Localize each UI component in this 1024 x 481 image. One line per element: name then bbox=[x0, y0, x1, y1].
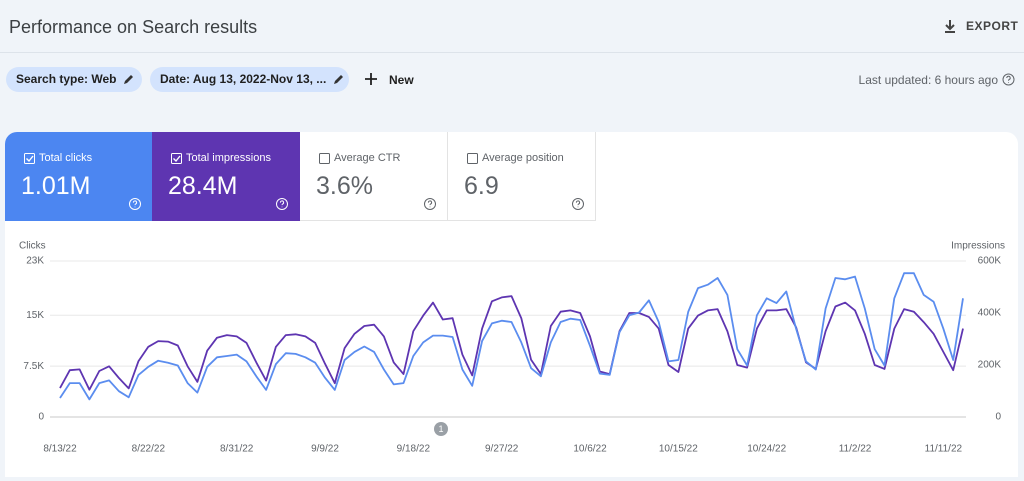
check-mark bbox=[173, 155, 181, 163]
card-icons bbox=[171, 153, 288, 210]
metric-label: Total impressions bbox=[186, 152, 271, 164]
metric-card[interactable]: Total impressions 28.4M bbox=[152, 132, 300, 221]
checkbox bbox=[467, 153, 478, 164]
help-icon bbox=[129, 198, 141, 210]
page-title: Performance on Search results bbox=[9, 17, 258, 37]
metric-card[interactable]: Average position 6.9 bbox=[448, 132, 596, 221]
metric-card[interactable]: Total clicks 1.01M bbox=[5, 132, 153, 221]
x-tick-label: 9/27/22 bbox=[485, 444, 519, 455]
export-button[interactable]: EXPORT bbox=[966, 19, 1019, 33]
y2-axis-title: Impressions bbox=[951, 241, 1005, 252]
card-icons bbox=[467, 153, 584, 210]
edit-icon bbox=[124, 75, 133, 84]
x-tick-label: 10/15/22 bbox=[659, 444, 698, 455]
date-chip[interactable]: Date: Aug 13, 2022-Nov 13, ... bbox=[150, 67, 349, 92]
metric-card[interactable]: Average CTR 3.6% bbox=[300, 132, 448, 221]
y2-tick-label: 600K bbox=[978, 256, 1002, 267]
y-tick-label: 7.5K bbox=[23, 361, 44, 372]
checkbox bbox=[319, 153, 330, 164]
y-tick-label: 0 bbox=[38, 412, 44, 423]
metric-value: 1.01M bbox=[21, 172, 91, 200]
divider bbox=[0, 52, 1024, 53]
metric-label: Average CTR bbox=[334, 152, 401, 164]
new-filter-button[interactable]: New bbox=[389, 73, 414, 87]
checkbox bbox=[171, 153, 182, 164]
help-glyph bbox=[427, 200, 433, 208]
last-updated: Last updated: 6 hours ago bbox=[858, 73, 998, 87]
search-type-chip[interactable]: Search type: Web bbox=[6, 67, 142, 92]
metric-value: 6.9 bbox=[464, 172, 499, 200]
y2-tick-label: 400K bbox=[978, 308, 1002, 319]
chip-label: Search type: Web bbox=[16, 72, 117, 86]
x-tick-label: 8/13/22 bbox=[43, 444, 77, 455]
metric-label: Total clicks bbox=[39, 152, 93, 164]
metric-value: 3.6% bbox=[316, 172, 373, 200]
x-tick-label: 9/9/22 bbox=[311, 444, 339, 455]
help-glyph bbox=[279, 200, 285, 208]
x-tick-label: 11/2/22 bbox=[839, 444, 872, 455]
x-tick-label: 10/6/22 bbox=[573, 444, 607, 455]
help-glyph bbox=[575, 200, 581, 208]
x-tick-label: 10/24/22 bbox=[747, 444, 786, 455]
metric-label: Average position bbox=[482, 152, 564, 164]
metric-value: 28.4M bbox=[168, 172, 238, 200]
card-icons bbox=[319, 153, 436, 210]
x-tick-label: 9/18/22 bbox=[397, 444, 431, 455]
annotation-label: 1 bbox=[438, 424, 443, 434]
card-icons bbox=[24, 153, 141, 210]
y-tick-label: 15K bbox=[26, 310, 44, 321]
check-mark bbox=[26, 155, 34, 163]
x-tick-label: 11/11/22 bbox=[925, 444, 963, 455]
help-icon bbox=[424, 198, 436, 210]
series-line bbox=[59, 272, 964, 401]
x-tick-label: 8/31/22 bbox=[220, 444, 254, 455]
series-line bbox=[59, 295, 964, 391]
edit-icon bbox=[334, 75, 343, 84]
x-tick-label: 8/22/22 bbox=[132, 444, 166, 455]
y-tick-label: 23K bbox=[26, 256, 44, 267]
y2-tick-label: 200K bbox=[978, 360, 1002, 371]
help-icon[interactable] bbox=[1002, 73, 1015, 86]
help-icon bbox=[276, 198, 288, 210]
export-icon[interactable] bbox=[942, 18, 958, 34]
y2-tick-label: 0 bbox=[995, 412, 1001, 423]
chip-label: Date: Aug 13, 2022-Nov 13, ... bbox=[160, 72, 327, 86]
help-icon bbox=[572, 198, 584, 210]
annotation-marker bbox=[434, 422, 448, 436]
checkbox bbox=[24, 153, 35, 164]
help-glyph bbox=[132, 200, 138, 208]
plus-icon[interactable] bbox=[364, 72, 378, 86]
y-axis-title: Clicks bbox=[19, 241, 46, 252]
